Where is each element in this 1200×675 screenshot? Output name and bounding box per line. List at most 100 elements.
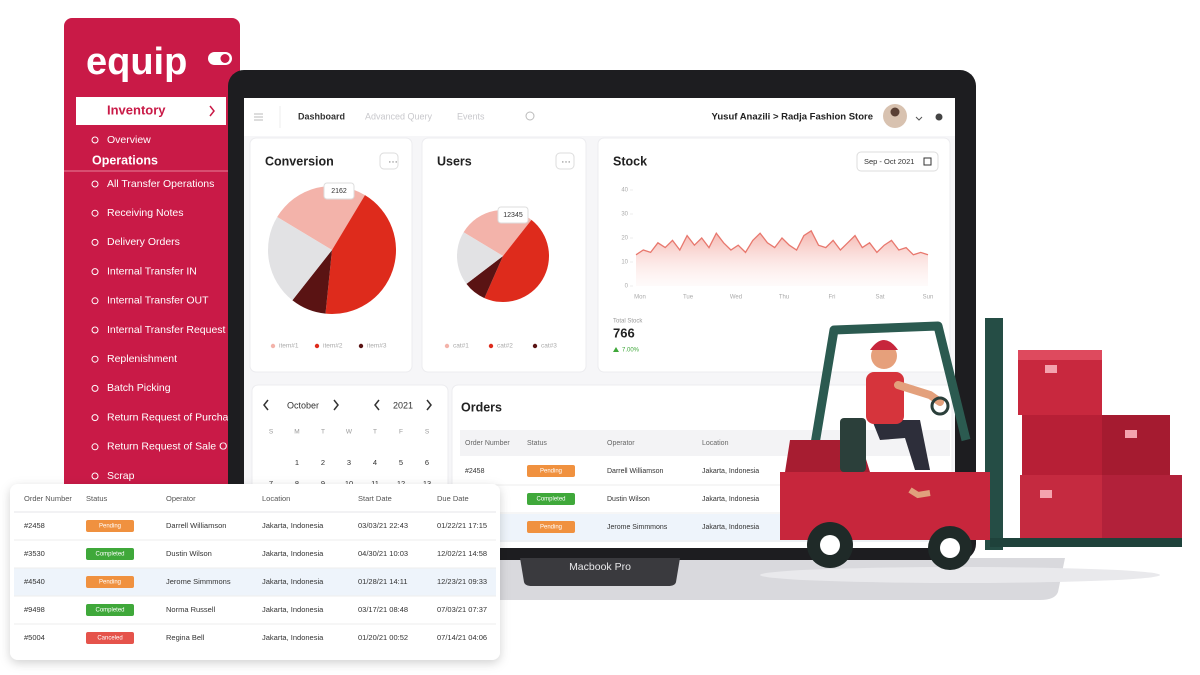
bullet — [91, 297, 99, 305]
calendar-arrows[interactable] — [263, 399, 432, 411]
up-arrow — [613, 347, 619, 352]
menu-item[interactable]: Batch Picking — [107, 382, 171, 394]
day[interactable]: 13 — [423, 479, 431, 488]
status-pill — [86, 632, 134, 644]
x-tick-label: Thu — [779, 295, 789, 301]
column-header: Operator — [607, 440, 635, 447]
date-range: Sep - Oct 2021 — [864, 157, 914, 166]
legend-label: item#1 — [279, 343, 299, 350]
day[interactable]: 9 — [321, 479, 325, 488]
floor-shadow — [760, 567, 1160, 583]
day[interactable]: 11 — [371, 479, 379, 488]
user-name: Yusuf Anazili > Radja Fashion Store — [712, 112, 873, 123]
y-tick-label: 10 — [621, 260, 628, 266]
day[interactable]: 8 — [295, 479, 299, 488]
total-label: Total Stock — [613, 319, 643, 325]
menu-item[interactable]: Return Request of Purchasi — [107, 411, 236, 423]
tooltip — [497, 206, 529, 224]
column-header: Start Date — [358, 494, 392, 503]
menu-item[interactable]: Internal Transfer OUT — [107, 295, 209, 307]
y-tick-label: 30 — [621, 212, 628, 218]
more-button[interactable] — [555, 152, 575, 170]
cell: Regina Bell — [166, 633, 205, 642]
menu-item[interactable]: Return Request of Sale Ord — [107, 441, 237, 453]
weekday: T — [373, 429, 377, 436]
nav-tab[interactable]: Dashboard — [298, 111, 345, 121]
day[interactable]: 4 — [373, 458, 377, 467]
search-icon[interactable] — [525, 111, 535, 121]
driver-torso — [866, 372, 904, 424]
day[interactable]: 2 — [321, 458, 325, 467]
logo: equip — [86, 41, 187, 83]
box — [1018, 350, 1102, 415]
menu-item[interactable]: Internal Transfer Request — [107, 324, 226, 336]
legend-dot — [532, 343, 538, 349]
menu-item[interactable]: Replenishment — [107, 353, 177, 365]
hub — [940, 538, 960, 558]
column-header: Order Number — [24, 494, 72, 503]
toggle-knob — [220, 54, 230, 63]
card-title: Users — [437, 154, 472, 168]
day[interactable]: 1 — [295, 458, 299, 467]
cell: Darrell Williamson — [607, 468, 664, 475]
day[interactable]: 10 — [345, 479, 353, 488]
cell: 01/28/21 14:11 — [358, 577, 408, 586]
day[interactable]: 6 — [425, 458, 429, 467]
status-label: Canceled — [97, 636, 122, 642]
day[interactable]: 12 — [397, 479, 405, 488]
card-title: Conversion — [265, 154, 334, 168]
nav-tab[interactable]: Advanced Query — [365, 111, 433, 121]
chevron — [209, 105, 215, 117]
weekday: T — [321, 429, 325, 436]
weekday: S — [425, 429, 430, 436]
pie-slice — [277, 186, 365, 250]
active-item[interactable] — [76, 97, 226, 125]
cell: #2458 — [465, 468, 485, 475]
box — [1022, 415, 1102, 475]
card-title: Stock — [613, 154, 647, 168]
cell: Jakarta, Indonesia — [262, 577, 324, 586]
bullet — [91, 355, 99, 363]
forklift-illustration — [760, 318, 1182, 583]
menu-item[interactable]: All Transfer Operations — [107, 178, 214, 190]
day[interactable]: 5 — [399, 458, 403, 467]
menu-item[interactable]: Receiving Notes — [107, 207, 183, 219]
status-label: Completed — [95, 552, 124, 558]
cell: Norma Russell — [166, 605, 216, 614]
tooltip — [323, 182, 355, 200]
pie-slice — [325, 195, 397, 314]
notch — [520, 558, 680, 586]
bullet — [91, 414, 99, 422]
day[interactable]: 7 — [269, 479, 273, 488]
menu-item[interactable]: Scrap — [107, 470, 135, 482]
x-tick-label: Tue — [683, 295, 694, 301]
menu-item[interactable]: Internal Transfer IN — [107, 265, 197, 277]
menu-item[interactable]: Delivery Orders — [107, 236, 180, 248]
cell: Jakarta, Indonesia — [262, 605, 324, 614]
theme-icon[interactable] — [935, 113, 943, 121]
column-header: Due Date — [437, 494, 469, 503]
area — [636, 230, 928, 286]
sidebar-bg — [64, 18, 240, 498]
nav-tab[interactable]: Events — [457, 111, 485, 121]
tooltip-value: 2162 — [331, 188, 347, 195]
bullet — [91, 238, 99, 246]
column-header: Location — [262, 494, 290, 503]
day[interactable]: 3 — [347, 458, 351, 467]
column-header: Status — [86, 494, 108, 503]
y-tick-label: 0 — [625, 284, 629, 290]
status-pill — [86, 520, 134, 532]
menu-item[interactable]: Overview — [107, 134, 151, 146]
cell: 07/03/21 07:37 — [437, 605, 487, 614]
bullet — [91, 443, 99, 451]
avatar-face — [890, 107, 900, 117]
weekday: F — [399, 429, 403, 436]
box-label — [1040, 490, 1052, 498]
x-tick-label: Mon — [634, 295, 646, 301]
menu-icon[interactable] — [254, 113, 263, 121]
cell: 12/02/21 14:58 — [437, 549, 487, 558]
more-button[interactable] — [379, 152, 399, 170]
status-pill — [86, 548, 134, 560]
cell: 01/22/21 17:15 — [437, 521, 487, 530]
date-picker[interactable] — [856, 151, 939, 172]
